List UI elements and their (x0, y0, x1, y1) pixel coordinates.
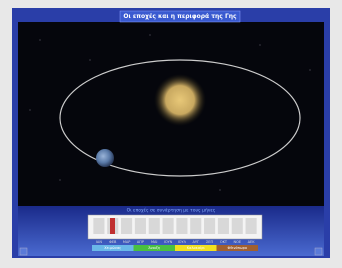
month-slot (93, 218, 104, 234)
month-slot (121, 218, 132, 234)
season-label: Καλοκαίρι (187, 246, 206, 250)
month-label: ΝΟΕ (233, 240, 241, 244)
month-label: ΙΟΥΝ (164, 240, 173, 244)
season-label: Φθινόπωρο (227, 246, 247, 250)
season-label: Άνοιξη (148, 246, 160, 250)
month-label: ΜΑΙ (151, 240, 157, 244)
month-marker[interactable] (110, 218, 115, 234)
left-button[interactable] (20, 248, 27, 255)
month-label: ΦΕΒ (109, 240, 117, 244)
month-slot (246, 218, 257, 234)
panel-caption: Οι εποχές σε συνάρτηση με τους μήνες (127, 207, 216, 214)
month-label: ΑΠΡ (137, 240, 144, 244)
sun (154, 74, 206, 126)
month-label: ΟΚΤ (220, 240, 228, 244)
month-label: ΑΥΓ (193, 240, 200, 244)
month-slot (163, 218, 174, 234)
month-slot (190, 218, 201, 234)
month-slot (204, 218, 215, 234)
right-button[interactable] (315, 248, 322, 255)
month-slot (218, 218, 229, 234)
month-label: ΙΑΝ (96, 240, 102, 244)
month-slot (135, 218, 146, 234)
app-window: Οι εποχές και η περιφορά της Γης Οι εποχ… (0, 0, 342, 264)
month-label: ΣΕΠ (206, 240, 213, 244)
month-slot (149, 218, 160, 234)
title: Οι εποχές και η περιφορά της Γης (123, 13, 237, 20)
month-slot (232, 218, 243, 234)
month-label: ΙΟΥΛ (178, 240, 187, 244)
earth[interactable] (96, 149, 114, 167)
season-label: Χειμώνας (104, 246, 121, 250)
month-label: ΜΑΡ (123, 240, 131, 244)
month-slot (176, 218, 187, 234)
month-label: ΔΕΚ (248, 240, 256, 244)
